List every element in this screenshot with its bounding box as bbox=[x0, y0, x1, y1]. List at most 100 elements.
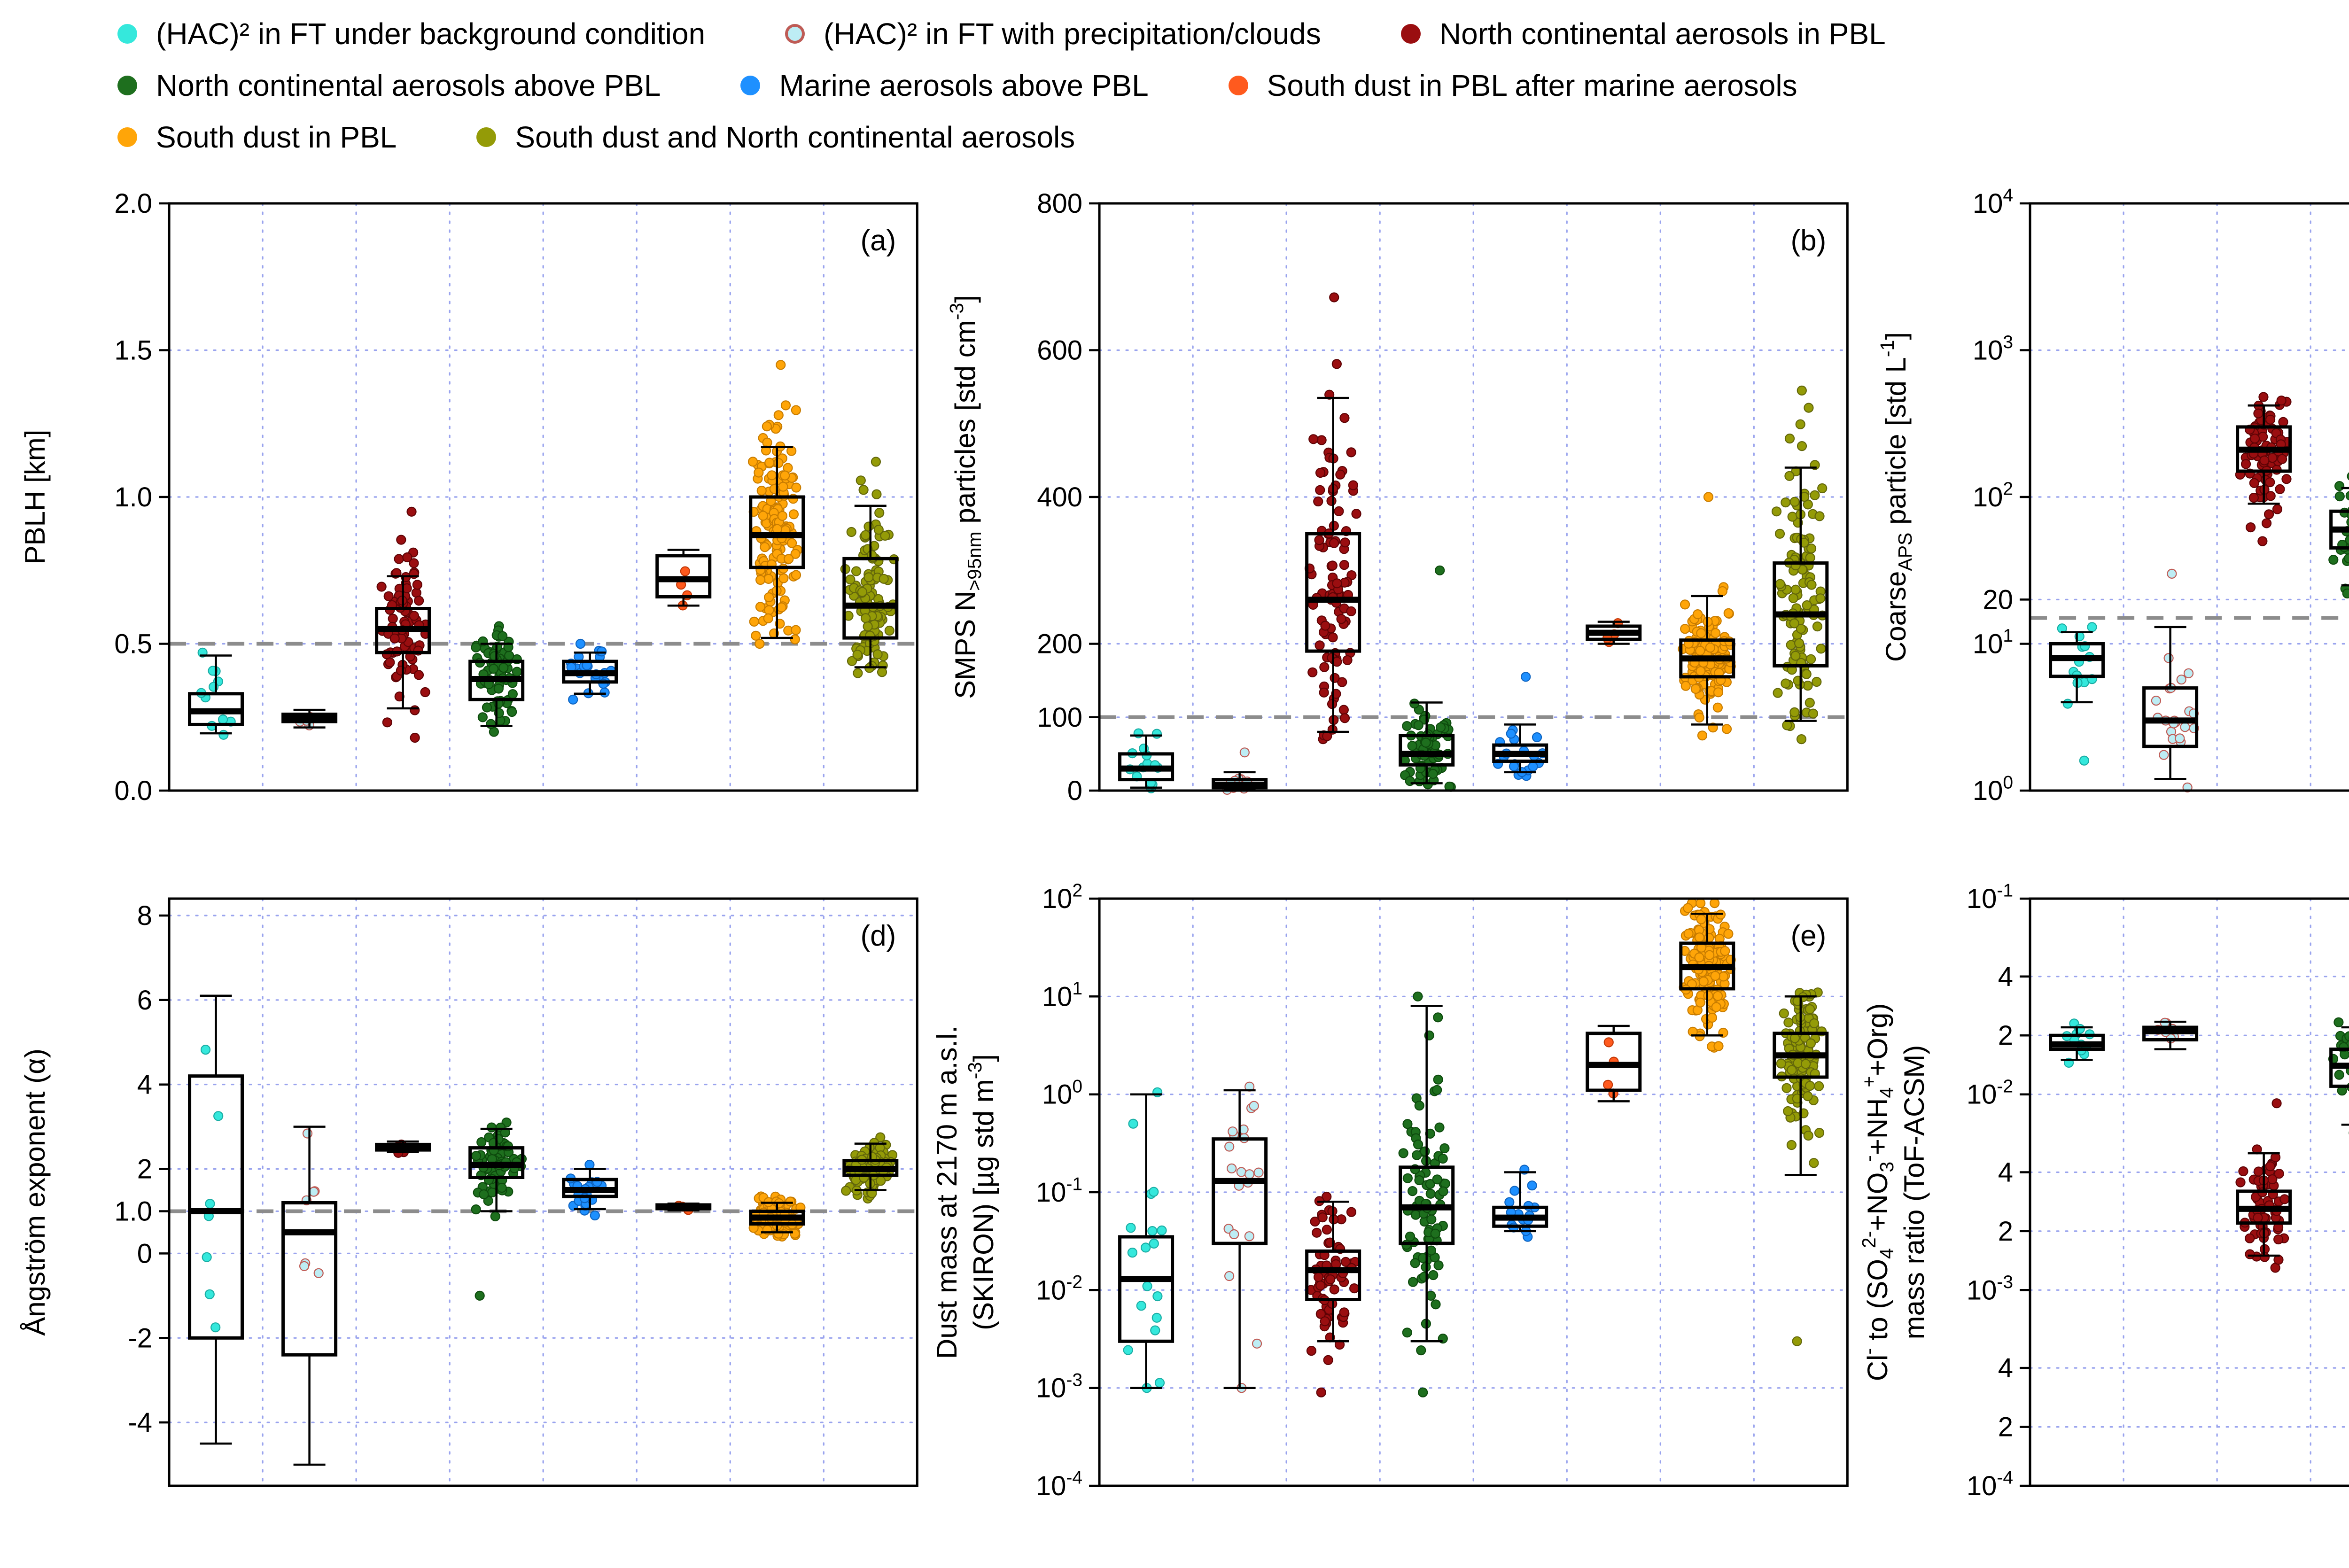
svg-text:1.5: 1.5 bbox=[114, 335, 152, 366]
charts-grid: 0.0 0.5 1.0 1.5 2.0 (a) PBLH [km] 0 100 200 400 60… bbox=[0, 178, 2349, 1568]
svg-text:0.0: 0.0 bbox=[114, 776, 152, 806]
legend-label: South dust in PBL bbox=[156, 120, 397, 154]
svg-text:100: 100 bbox=[1972, 773, 2013, 806]
svg-text:4: 4 bbox=[1998, 1157, 2013, 1188]
svg-text:102: 102 bbox=[1972, 479, 2013, 512]
y-axis: -4 -2 0 1.0 2 4 6 8 bbox=[114, 900, 170, 1438]
series-hac_precip bbox=[2142, 1017, 2198, 1050]
svg-text:1.0: 1.0 bbox=[114, 1196, 152, 1227]
svg-text:10-1: 10-1 bbox=[1967, 881, 2013, 914]
svg-text:800: 800 bbox=[1037, 188, 1083, 219]
svg-text:100: 100 bbox=[1042, 1076, 1082, 1110]
legend-row-1: (HAC)² in FT under background condition … bbox=[117, 10, 2349, 57]
svg-text:6: 6 bbox=[137, 985, 152, 1016]
svg-text:600: 600 bbox=[1037, 335, 1083, 366]
svg-text:101: 101 bbox=[1042, 978, 1082, 1012]
legend-label: (HAC)² in FT under background condition bbox=[156, 17, 706, 51]
gridlines bbox=[1098, 898, 1849, 1487]
panel-b: 0 100 200 400 600 800 (b) SMPS N>95nm particles… bbox=[930, 178, 1860, 873]
legend-item-hac-background: (HAC)² in FT under background condition bbox=[117, 10, 705, 57]
svg-text:101: 101 bbox=[1972, 626, 2013, 659]
panel-border bbox=[2029, 202, 2349, 792]
svg-text:8: 8 bbox=[137, 900, 152, 931]
series-north_above bbox=[2328, 1017, 2349, 1135]
series-marine bbox=[562, 638, 618, 705]
series-hac_bg bbox=[1118, 728, 1174, 793]
panel-letter: (e) bbox=[1791, 920, 1827, 952]
panel-border bbox=[1098, 897, 1849, 1487]
svg-text:10-2: 10-2 bbox=[1967, 1076, 2013, 1110]
legend-marker-icon bbox=[1228, 76, 1248, 95]
y-axis-label: CoarseAPS particle [std L-1] bbox=[1876, 332, 1915, 662]
legend-item-north-pbl: North continental aerosols in PBL bbox=[1400, 10, 1886, 57]
y-axis-label: Dust mass at 2170 m a.s.l. bbox=[931, 1025, 963, 1359]
series-south_after bbox=[655, 1201, 712, 1215]
legend-marker-icon bbox=[785, 24, 805, 44]
series-hac_bg bbox=[2048, 1018, 2105, 1068]
svg-text:2: 2 bbox=[1998, 1412, 2013, 1443]
legend-marker-icon bbox=[1400, 24, 1421, 44]
svg-text:400: 400 bbox=[1037, 482, 1083, 512]
svg-text:10-2: 10-2 bbox=[1036, 1272, 1082, 1305]
svg-text:-2: -2 bbox=[128, 1323, 152, 1353]
panel-border bbox=[2029, 897, 2349, 1487]
panel-e: 10-4 10-3 10-2 10-1 100 101 102 (e) Dust mass at… bbox=[930, 873, 1860, 1568]
svg-text:10-4: 10-4 bbox=[1036, 1468, 1082, 1501]
svg-text:200: 200 bbox=[1037, 629, 1083, 660]
panel-letter: (d) bbox=[861, 920, 896, 952]
panel-border bbox=[168, 897, 918, 1487]
legend-item-south-north: South dust and North continental aerosol… bbox=[476, 114, 1075, 161]
series-hac_precip bbox=[281, 1126, 338, 1466]
svg-text:0.5: 0.5 bbox=[114, 629, 152, 660]
series-hac_precip bbox=[2142, 568, 2199, 793]
series-north_pbl bbox=[1305, 292, 1361, 745]
y-axis: 0 100 200 400 600 800 bbox=[1037, 188, 1100, 806]
series-south_pbl bbox=[1678, 492, 1736, 741]
y-axis-label: Ångström exponent (α) bbox=[19, 1048, 51, 1336]
legend-row-3: South dust in PBL South dust and North c… bbox=[117, 114, 2349, 161]
legend-item-marine: Marine aerosols above PBL bbox=[740, 62, 1149, 109]
svg-text:4: 4 bbox=[1998, 962, 2013, 992]
series-marine bbox=[1492, 1164, 1548, 1242]
series-south_pbl bbox=[1679, 898, 1736, 1053]
series-north_pbl bbox=[1305, 1191, 1361, 1397]
series-south_after bbox=[1586, 1025, 1642, 1102]
legend-label: Marine aerosols above PBL bbox=[779, 69, 1149, 102]
svg-text:0: 0 bbox=[137, 1238, 152, 1269]
legend-marker-icon bbox=[117, 76, 137, 95]
legend-item-hac-precip: (HAC)² in FT with precipitation/clouds bbox=[785, 10, 1321, 57]
chart-smps: 0 100 200 400 600 800 (b) SMPS N>95nm particles… bbox=[946, 188, 1849, 806]
svg-text:4: 4 bbox=[137, 1070, 152, 1100]
chart-angstrom: -4 -2 0 1.0 2 4 6 8 (d) Ångström exponent (α) bbox=[19, 897, 918, 1487]
svg-text:10-3: 10-3 bbox=[1036, 1370, 1082, 1403]
gridlines bbox=[168, 202, 918, 792]
gridlines bbox=[168, 898, 918, 1487]
series-south_pbl bbox=[747, 360, 805, 649]
svg-text:10-4: 10-4 bbox=[1967, 1468, 2013, 1501]
series-north_above bbox=[1399, 565, 1456, 792]
legend-marker-icon bbox=[740, 76, 761, 95]
legend-item-south-dust-pbl: South dust in PBL bbox=[117, 114, 397, 161]
svg-text:0: 0 bbox=[1067, 776, 1082, 806]
svg-text:103: 103 bbox=[1972, 332, 2013, 365]
svg-text:104: 104 bbox=[1972, 186, 2013, 219]
series-marine bbox=[1492, 672, 1548, 781]
svg-text:4: 4 bbox=[1998, 1353, 2013, 1383]
legend-item-south-after-marine: South dust in PBL after marine aerosols bbox=[1228, 62, 1797, 109]
svg-text:-4: -4 bbox=[128, 1407, 152, 1438]
series-north_above bbox=[2328, 472, 2349, 598]
svg-text:100: 100 bbox=[1037, 702, 1083, 733]
series-south_north bbox=[841, 1132, 899, 1204]
legend-row-2: North continental aerosols above PBL Mar… bbox=[117, 62, 2349, 109]
series-hac_bg bbox=[188, 994, 244, 1445]
panel-border bbox=[1098, 202, 1849, 792]
panel-letter: (b) bbox=[1791, 225, 1827, 257]
svg-text:2.0: 2.0 bbox=[114, 188, 152, 219]
legend-label: North continental aerosols in PBL bbox=[1439, 17, 1886, 51]
legend: (HAC)² in FT under background condition … bbox=[0, 0, 2349, 178]
y-axis-label: SMPS N>95nm particles [std cm-3] bbox=[946, 295, 985, 699]
